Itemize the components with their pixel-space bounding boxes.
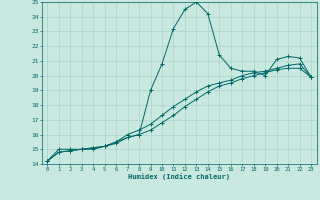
X-axis label: Humidex (Indice chaleur): Humidex (Indice chaleur) [128, 173, 230, 180]
